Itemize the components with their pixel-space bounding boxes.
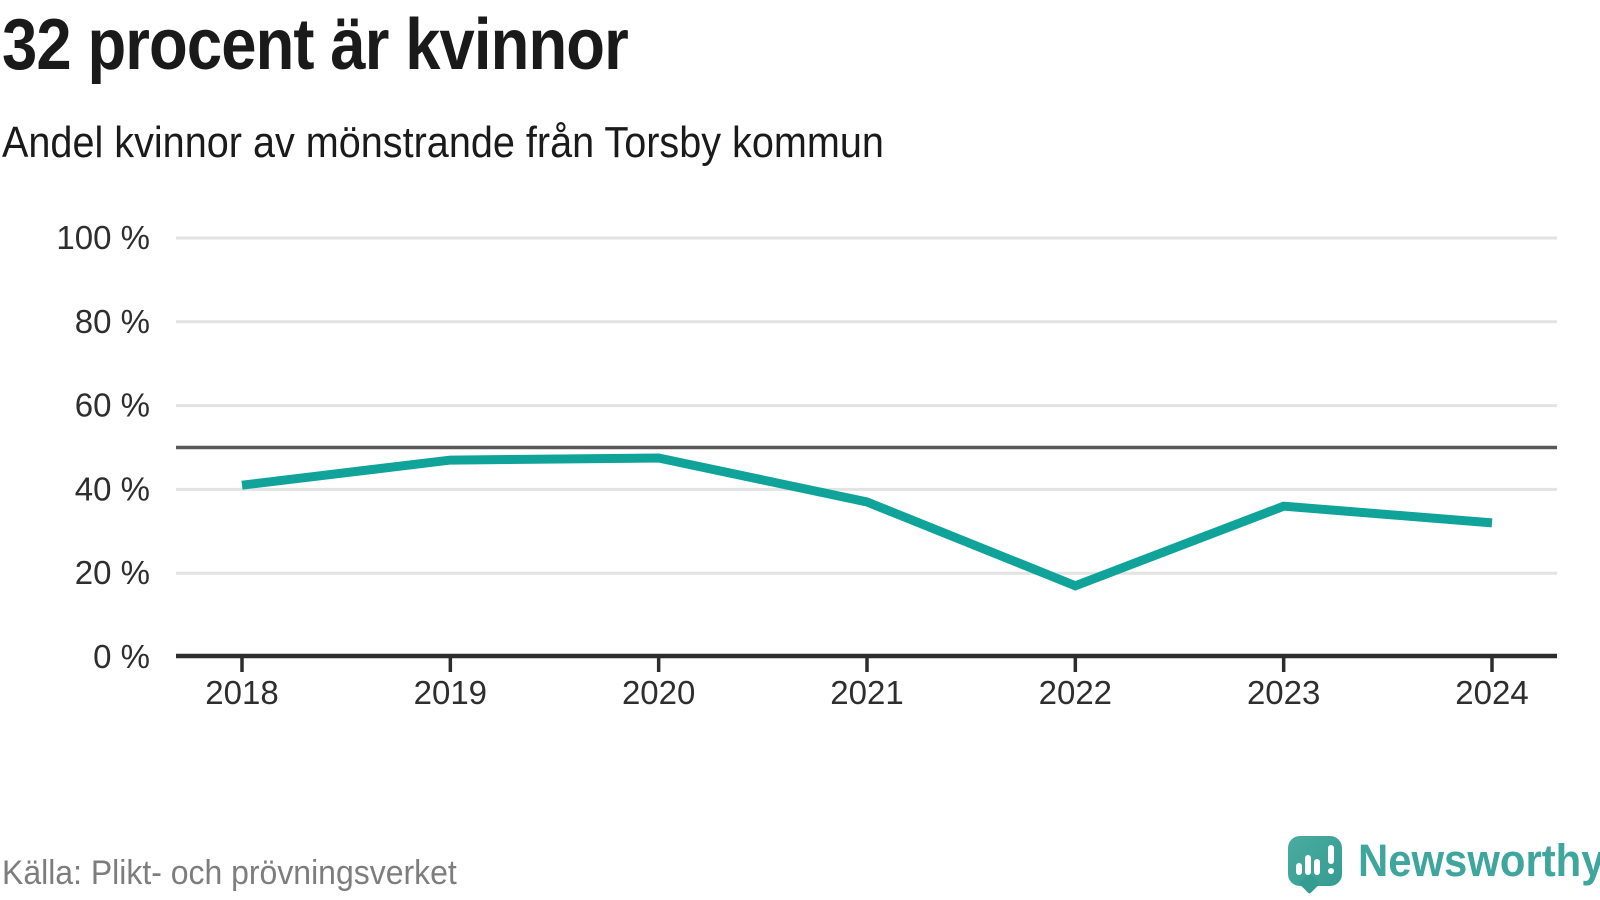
x-tick-label-2020: 2020 [622,674,695,711]
chart-title: 32 procent är kvinnor [2,5,629,85]
x-tick-label-2024: 2024 [1455,674,1528,711]
source-caption: Källa: Plikt- och prövningsverket [2,854,457,892]
y-tick-label-0: 0 % [93,638,150,675]
y-tick-label-40: 40 % [75,470,150,507]
y-tick-label-80: 80 % [75,303,150,340]
y-tick-label-100: 100 % [56,219,150,256]
data-line-andel-kvinnor-av-m-nstrande [241,453,1493,591]
x-tick-label-2021: 2021 [830,674,903,711]
exclamation-glyph [1328,845,1334,874]
logo-wordmark: Newsworthy [1358,835,1600,886]
x-tick-label-2018: 2018 [205,674,278,711]
y-tick-label-20: 20 % [75,554,150,591]
chart-subtitle: Andel kvinnor av mönstrande från Torsby … [2,118,884,167]
y-tick-label-60: 60 % [75,387,150,424]
x-tick-label-2019: 2019 [414,674,487,711]
bar-chart-glyph [1296,855,1320,875]
x-tick-label-2022: 2022 [1039,674,1112,711]
newsworthy-speech-bubble-bar-chart-icon [1288,836,1342,895]
x-tick-label-2023: 2023 [1247,674,1320,711]
newsworthy-logo: Newsworthy [1288,835,1600,895]
